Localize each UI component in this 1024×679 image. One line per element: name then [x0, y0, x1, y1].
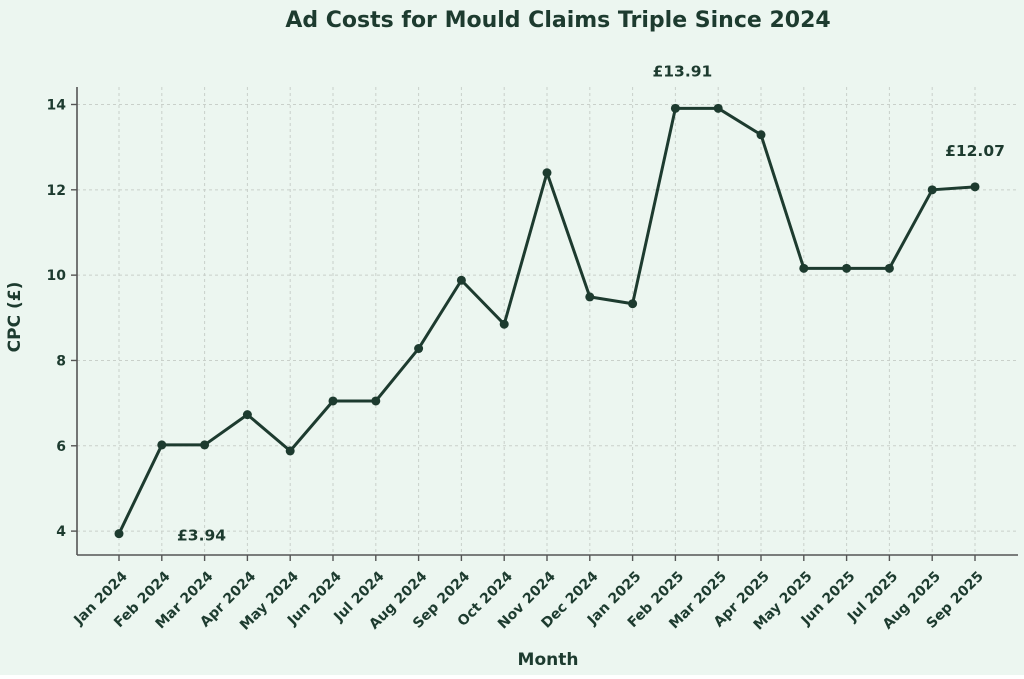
y-tick-label: 6 — [56, 439, 66, 455]
y-tick-label: 4 — [56, 524, 66, 540]
y-tick-label: 10 — [47, 268, 67, 284]
data-point — [414, 344, 424, 354]
y-axis-label: CPC (£) — [5, 282, 25, 353]
data-point — [200, 440, 210, 450]
data-point — [542, 168, 552, 178]
data-series — [114, 103, 980, 539]
data-point — [585, 292, 595, 302]
data-point — [884, 263, 894, 273]
value-annotation: £12.07 — [945, 142, 1005, 160]
y-tick-labels: 4 6 8 10 12 14 — [47, 97, 67, 540]
data-point — [499, 319, 509, 329]
data-point — [371, 396, 381, 406]
data-point — [157, 440, 167, 450]
data-point — [713, 103, 723, 113]
data-point — [799, 263, 809, 273]
data-point — [456, 275, 466, 285]
data-point — [970, 182, 980, 192]
y-tick-label: 12 — [47, 183, 66, 199]
data-point — [842, 263, 852, 273]
y-tick-label: 14 — [47, 97, 67, 113]
data-point — [628, 299, 638, 309]
data-point — [285, 446, 295, 456]
value-annotation: £3.94 — [177, 527, 226, 545]
x-axis-label: Month — [518, 650, 579, 670]
data-point — [328, 396, 338, 406]
tick-marks — [71, 103, 976, 561]
value-annotation: £13.91 — [652, 62, 712, 80]
annotations-layer: £3.94 £13.91 £12.07 — [177, 62, 1005, 544]
y-tick-label: 8 — [56, 353, 66, 369]
data-point — [114, 529, 124, 539]
data-point — [242, 410, 252, 420]
data-point — [756, 130, 766, 140]
data-point — [670, 103, 680, 113]
chart-title: Ad Costs for Mould Claims Triple Since 2… — [285, 8, 830, 33]
data-point — [927, 185, 937, 195]
